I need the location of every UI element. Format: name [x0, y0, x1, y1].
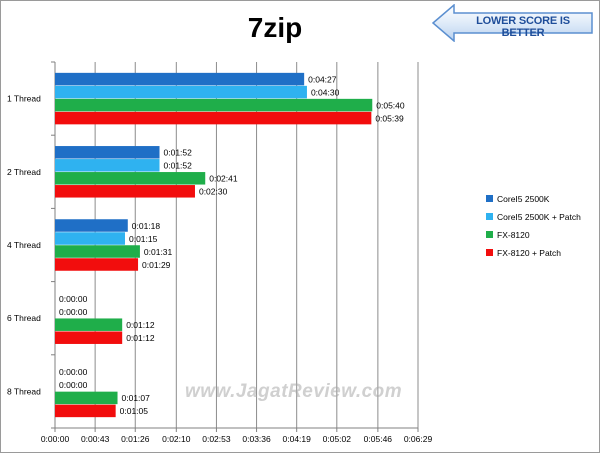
legend-label: FX-8120	[497, 230, 530, 240]
bar	[55, 318, 123, 331]
data-label: 0:05:39	[375, 113, 404, 123]
category-label: 1 Thread	[7, 94, 41, 104]
data-label: 0:01:31	[144, 247, 173, 257]
category-label: 6 Thread	[7, 313, 41, 323]
data-label: 0:00:00	[59, 294, 88, 304]
data-label: 0:01:07	[122, 393, 151, 403]
data-label: 0:01:15	[129, 234, 158, 244]
x-tick-label: 0:06:29	[404, 434, 433, 444]
left-arrow-icon	[432, 4, 593, 42]
legend-swatch	[486, 231, 493, 238]
bar	[55, 98, 373, 112]
x-tick-label: 0:01:26	[121, 434, 150, 444]
bar	[55, 185, 195, 198]
data-label: 0:04:30	[311, 87, 340, 97]
legend-swatch	[486, 195, 493, 202]
bar	[55, 258, 139, 271]
x-tick-label: 0:04:19	[283, 434, 312, 444]
bar	[55, 111, 372, 125]
legend-label: CoreI5 2500K	[497, 194, 550, 204]
data-label: 0:01:52	[164, 161, 193, 171]
legend-label: CoreI5 2500K + Patch	[497, 212, 581, 222]
bar	[55, 146, 160, 159]
lower-is-better-badge: LOWER SCORE IS BETTER	[432, 4, 594, 42]
data-label: 0:01:05	[120, 406, 149, 416]
bar	[55, 232, 125, 245]
legend-item: FX-8120	[486, 226, 598, 244]
category-label: 8 Thread	[7, 386, 41, 396]
x-tick-label: 0:03:36	[242, 434, 271, 444]
x-tick-label: 0:00:43	[81, 434, 110, 444]
x-tick-label: 0:05:46	[364, 434, 393, 444]
legend-swatch	[486, 249, 493, 256]
data-label: 0:02:41	[209, 174, 238, 184]
data-label: 0:01:18	[132, 221, 161, 231]
bar	[55, 404, 116, 418]
watermark: www.JagatReview.com	[185, 381, 403, 402]
bar	[55, 159, 160, 172]
bar	[55, 219, 128, 232]
data-label: 0:00:00	[59, 380, 88, 390]
bar	[55, 391, 118, 405]
data-label: 0:04:27	[308, 74, 337, 84]
data-label: 0:01:29	[142, 260, 171, 270]
bar	[55, 245, 140, 258]
legend-swatch	[486, 213, 493, 220]
data-label: 0:00:00	[59, 307, 88, 317]
badge-text: LOWER SCORE IS BETTER	[476, 15, 570, 39]
legend-item: CoreI5 2500K + Patch	[486, 208, 598, 226]
x-tick-label: 0:00:00	[41, 434, 70, 444]
x-tick-label: 0:02:53	[202, 434, 231, 444]
data-label: 0:05:40	[376, 100, 405, 110]
category-label: 2 Thread	[7, 167, 41, 177]
legend-item: CoreI5 2500K	[486, 190, 598, 208]
data-label: 0:01:12	[126, 320, 155, 330]
data-label: 0:01:12	[126, 333, 155, 343]
data-label: 0:00:00	[59, 367, 88, 377]
x-tick-label: 0:02:10	[162, 434, 191, 444]
x-tick-label: 0:05:02	[323, 434, 352, 444]
legend-label: FX-8120 + Patch	[497, 248, 562, 258]
bar	[55, 72, 305, 86]
bar	[55, 172, 206, 185]
legend: CoreI5 2500K CoreI5 2500K + Patch FX-8120 F…	[486, 190, 598, 262]
category-label: 4 Thread	[7, 240, 41, 250]
bar	[55, 85, 307, 99]
data-label: 0:01:52	[164, 148, 193, 158]
bar	[55, 331, 123, 344]
legend-item: FX-8120 + Patch	[486, 244, 598, 262]
chart-title: 7zip	[247, 12, 303, 43]
data-label: 0:02:30	[199, 187, 228, 197]
